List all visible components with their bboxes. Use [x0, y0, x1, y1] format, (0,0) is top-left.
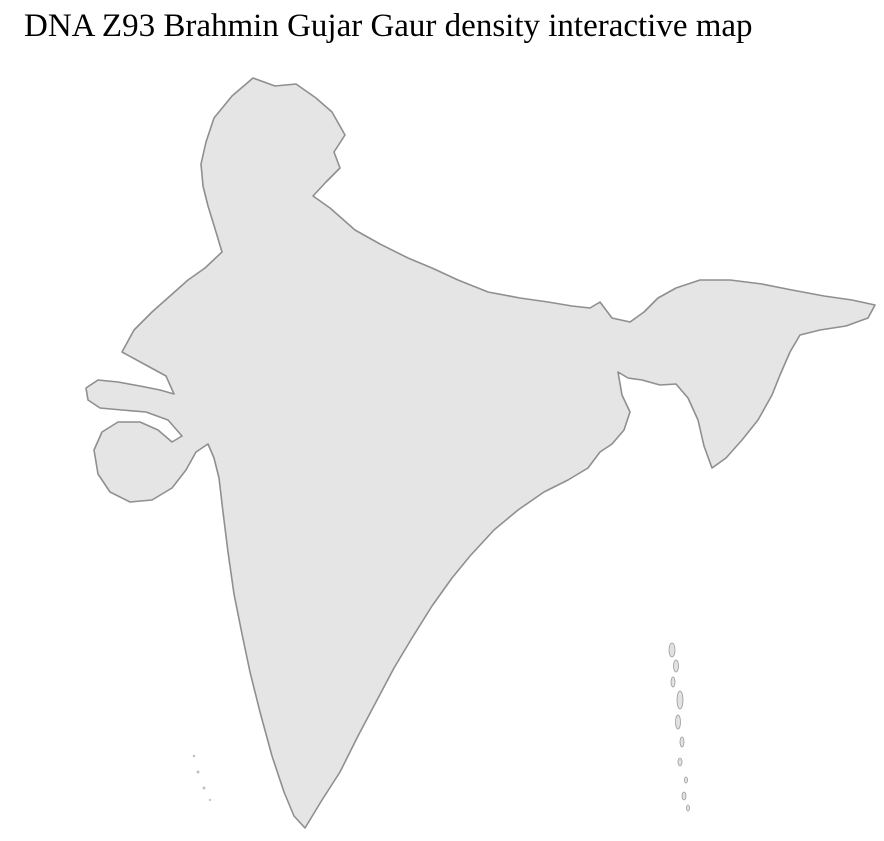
page-title: DNA Z93 Brahmin Gujar Gaur density inter…: [24, 8, 753, 44]
andaman-nicobar-islands[interactable]: [668, 642, 690, 812]
lakshadweep-islands[interactable]: [192, 754, 212, 802]
country-outline: [85, 77, 876, 829]
